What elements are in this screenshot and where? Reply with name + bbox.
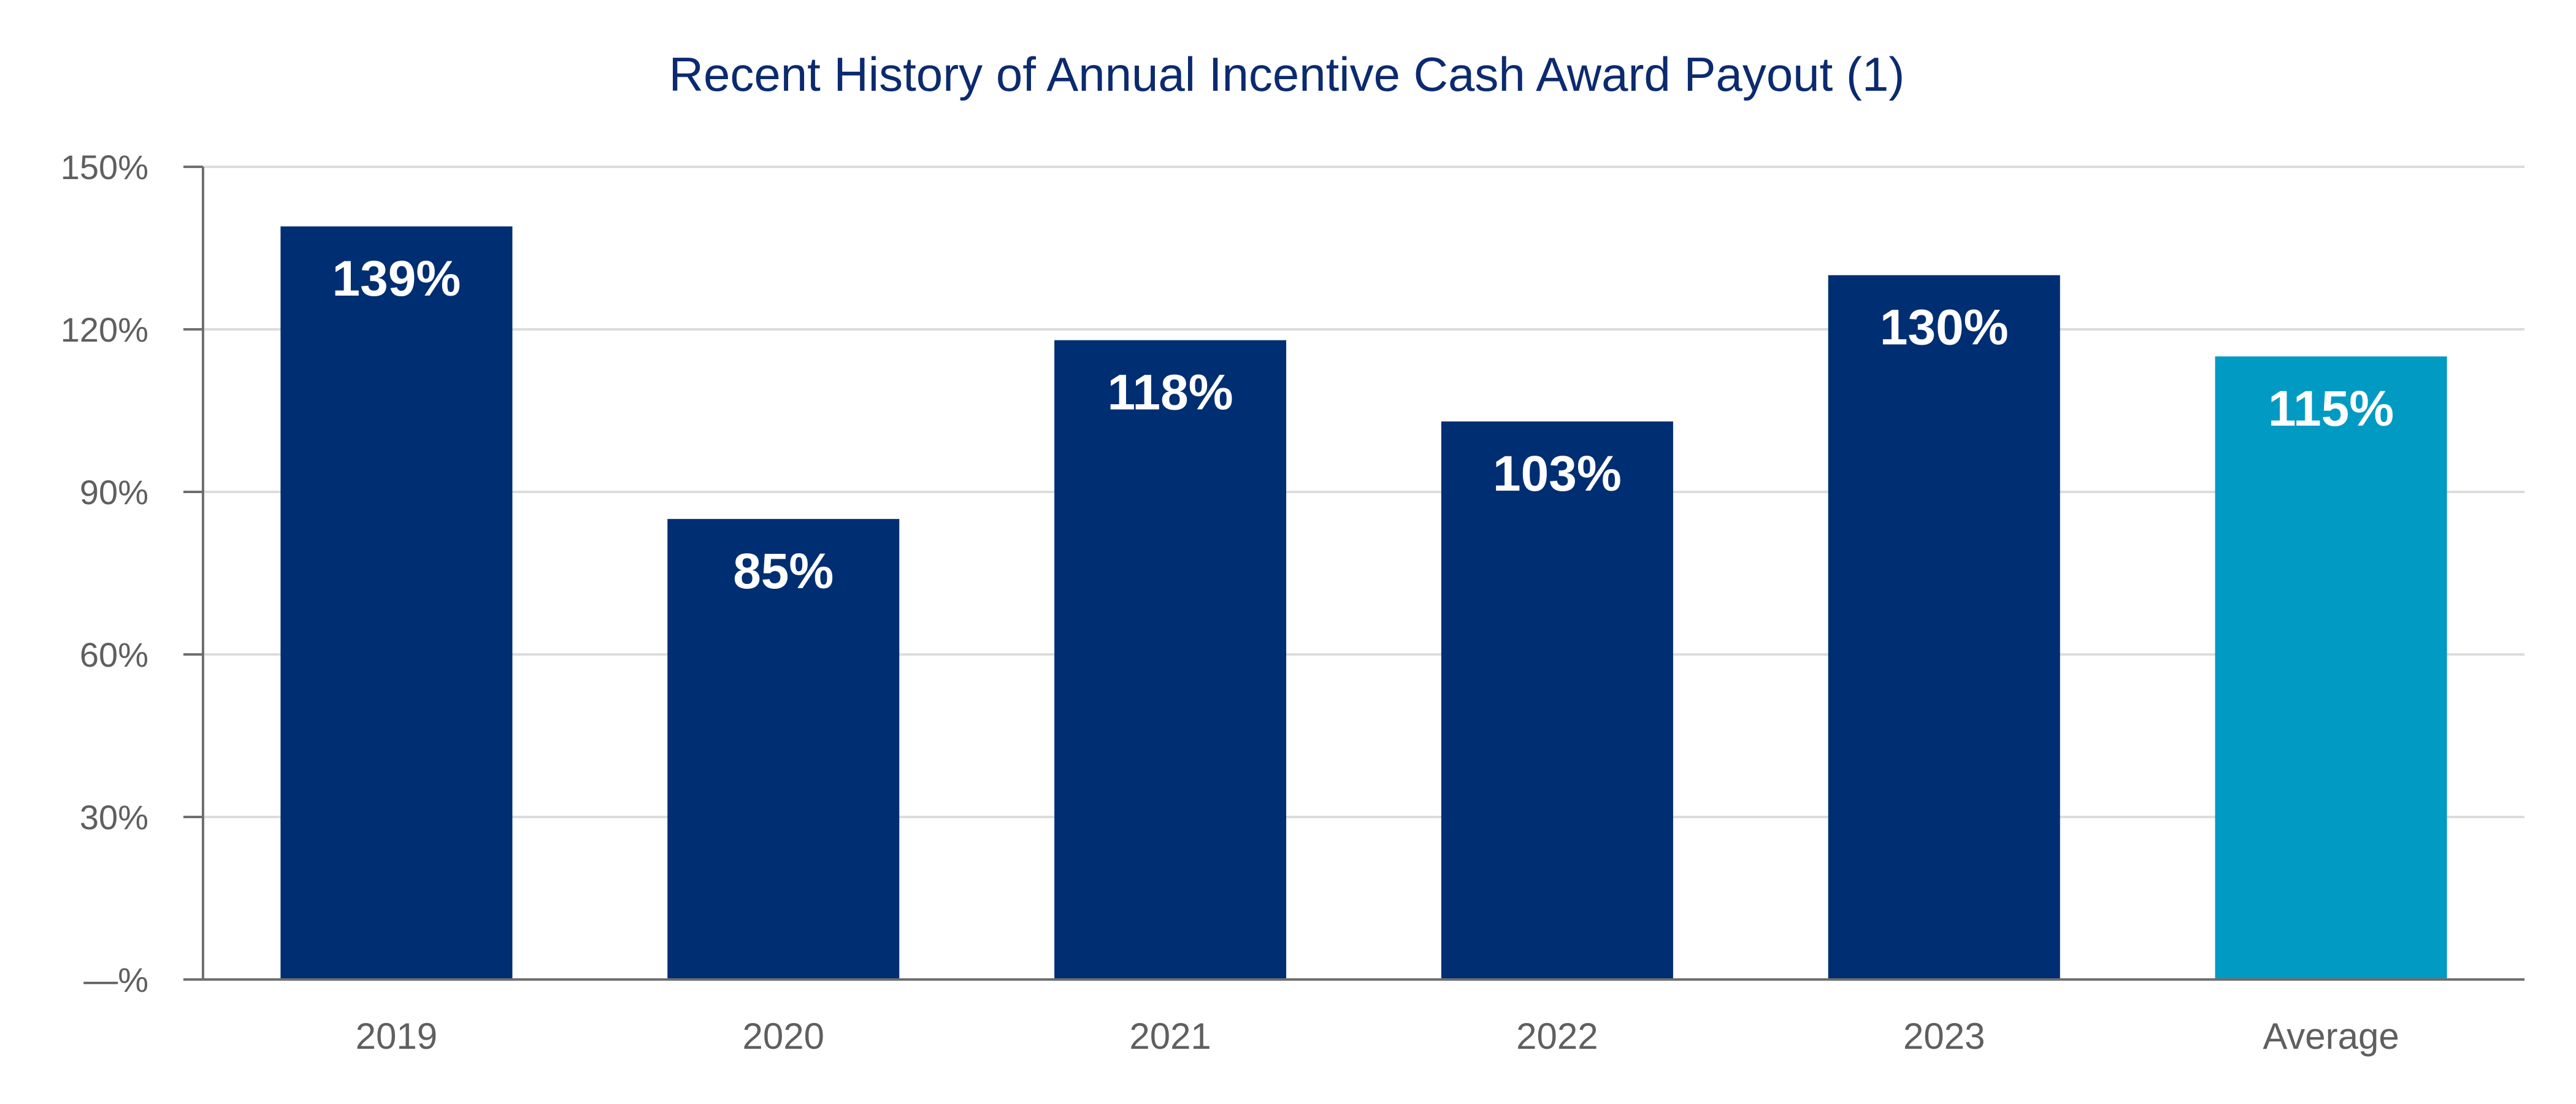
y-tick-label: 60% [80, 635, 148, 674]
bar-average [2215, 356, 2447, 979]
bar-2019 [280, 226, 513, 980]
bar-2023 [1828, 275, 2060, 980]
data-label-2021: 118% [1107, 365, 1233, 421]
y-tick-label: —% [83, 960, 148, 999]
x-tick-label-average: Average [2263, 1016, 2399, 1057]
x-tick-label-2022: 2022 [1516, 1016, 1598, 1057]
y-tick-label: 90% [80, 473, 148, 512]
bar-2021 [1054, 340, 1287, 979]
axes [183, 166, 2524, 981]
bars [280, 226, 2447, 980]
data-labels: 139% 85% 118% 103% 130% 115% [332, 251, 2394, 599]
x-tick-label-2021: 2021 [1129, 1016, 1211, 1057]
y-tick-label: 30% [80, 798, 148, 837]
x-tick-label-2019: 2019 [356, 1016, 437, 1057]
x-axis-tick-labels: 2019 2020 2021 2022 2023 Average [356, 1016, 2399, 1057]
data-label-average: 115% [2268, 381, 2394, 437]
y-tick-label: 150% [61, 148, 148, 186]
y-tick-label: 120% [61, 310, 148, 349]
bar-2022 [1441, 421, 1673, 979]
data-label-2019: 139% [332, 251, 461, 307]
gridlines [203, 166, 2524, 818]
y-axis-tick-labels: —% 30% 60% 90% 120% 150% [61, 148, 148, 999]
chart-title: Recent History of Annual Incentive Cash … [669, 47, 1905, 101]
x-tick-label-2020: 2020 [743, 1016, 824, 1057]
data-label-2022: 103% [1493, 446, 1622, 502]
data-label-2023: 130% [1880, 300, 2009, 356]
data-label-2020: 85% [733, 543, 834, 599]
x-tick-label-2023: 2023 [1903, 1016, 1985, 1057]
bar-2020 [667, 519, 900, 979]
